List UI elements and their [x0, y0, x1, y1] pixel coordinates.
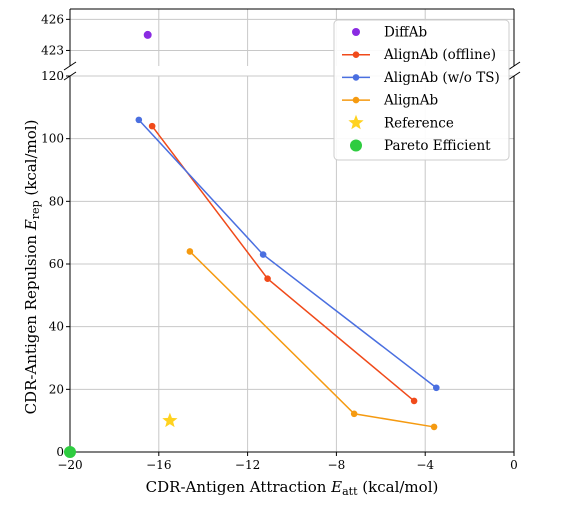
axis-labels: CDR-Antigen Attraction Eatt (kcal/mol) C…	[22, 120, 438, 498]
legend-marker-alignab	[352, 96, 360, 104]
data-point-alignab-offline	[148, 122, 156, 130]
axis-break-mark	[507, 61, 521, 71]
data-point-diffab	[143, 30, 152, 39]
x-tick-label: 0	[510, 458, 518, 472]
legend-marker-pareto-efficient	[350, 139, 362, 152]
legend-marker-reference	[348, 114, 364, 130]
y-tick-label: 20	[49, 382, 64, 396]
y-tick-label: 120	[41, 69, 64, 83]
y-tick-label: 40	[49, 320, 64, 334]
data-point-alignab-offline	[264, 275, 271, 283]
data-point-alignab-w-o-ts	[135, 116, 143, 124]
lower-panel: −20 −16 −12 −8 −4 0 0 20 40 60 80 100 120	[41, 61, 521, 472]
data-point-reference	[162, 412, 178, 428]
series-line-alignab	[189, 250, 435, 428]
y-tick-label: 426	[41, 12, 64, 26]
x-tick-label: −20	[57, 458, 82, 472]
legend-label-reference: Reference	[384, 115, 454, 131]
axis-break-mark	[63, 61, 77, 71]
upper-panel: 423 426	[41, 8, 515, 66]
axis-break-mark	[507, 71, 521, 81]
legend-label-alignab-offline: AlignAb (offline)	[383, 47, 496, 63]
y-tick-label: 80	[49, 194, 64, 208]
legend-label-pareto-efficient: Pareto Efficient	[384, 138, 491, 154]
legend-label-diffab: DiffAb	[384, 25, 427, 41]
data-point-alignab	[430, 423, 438, 431]
legend-marker-alignab-w-o-ts	[352, 74, 360, 81]
y-tick-label: 423	[41, 43, 64, 57]
x-tick-label: −4	[416, 458, 434, 472]
data-point-pareto-efficient	[64, 446, 76, 458]
y-tick-label: 0	[56, 445, 64, 459]
data-point-alignab	[350, 410, 358, 418]
legend-label-alignab: AlignAb	[383, 93, 438, 109]
data-point-alignab	[186, 248, 194, 255]
x-axis-label: CDR-Antigen Attraction Eatt (kcal/mol)	[146, 478, 439, 498]
legend-label-alignab-w-o-ts: AlignAb (w/o TS)	[383, 70, 500, 86]
legend-marker-diffab	[352, 28, 360, 36]
y-tick-label: 100	[41, 132, 64, 146]
x-tick-label: −8	[328, 458, 346, 472]
data-point-alignab-w-o-ts	[433, 384, 440, 392]
legend-marker-alignab-offline	[352, 51, 360, 58]
data-point-alignab-offline	[410, 397, 418, 405]
y-axis-label: CDR-Antigen Repulsion Erep (kcal/mol)	[22, 120, 42, 415]
data-point-alignab-w-o-ts	[259, 251, 267, 258]
x-tick-label: −16	[146, 458, 171, 472]
legend: DiffAb AlignAb (offline) AlignAb (w/o TS) A…	[333, 19, 510, 161]
legend-box	[333, 19, 510, 161]
x-tick-label: −12	[235, 458, 260, 472]
y-tick-label: 60	[49, 257, 64, 271]
